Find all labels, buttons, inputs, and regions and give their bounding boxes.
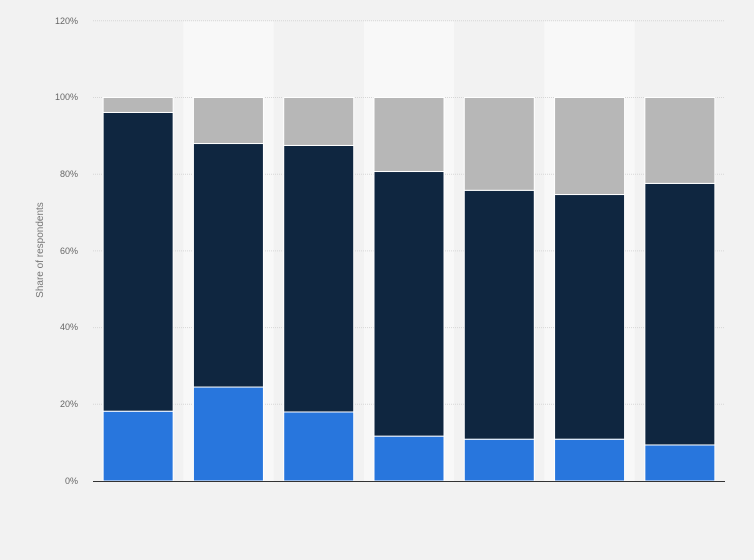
y-tick-label: 80% [60, 169, 78, 179]
bar-segment-series-2 [554, 194, 626, 440]
bar-segment-series-3 [463, 97, 535, 191]
bar-segment-series-1 [283, 411, 355, 482]
bar-segment-series-3 [102, 97, 174, 113]
bar-segment-series-1 [463, 438, 535, 482]
bar-segment-series-3 [554, 97, 626, 196]
bar-segment-series-2 [102, 111, 174, 412]
bar-segment-series-3 [283, 97, 355, 146]
bar-segment-series-2 [644, 182, 716, 446]
bar-segment-series-1 [373, 435, 445, 482]
y-tick-label: 0% [65, 476, 78, 486]
bar-segment-series-1 [554, 438, 626, 482]
bar-segment-series-2 [373, 171, 445, 437]
y-tick-label: 20% [60, 399, 78, 409]
bar-segment-series-2 [463, 189, 535, 440]
bar-segment-series-3 [373, 97, 445, 173]
y-axis-label: Share of respondents [35, 202, 46, 298]
bar-segment-series-1 [192, 386, 264, 482]
bar-segment-series-3 [192, 97, 264, 145]
y-tick-label: 60% [60, 246, 78, 256]
bar-segment-series-1 [644, 444, 716, 482]
y-tick-label: 100% [55, 92, 78, 102]
y-tick-label: 120% [55, 16, 78, 26]
y-tick-label: 40% [60, 322, 78, 332]
bar-segment-series-2 [283, 144, 355, 413]
bar-segment-series-1 [102, 410, 174, 482]
bar-segment-series-3 [644, 97, 716, 184]
bar-segment-series-2 [192, 143, 264, 388]
